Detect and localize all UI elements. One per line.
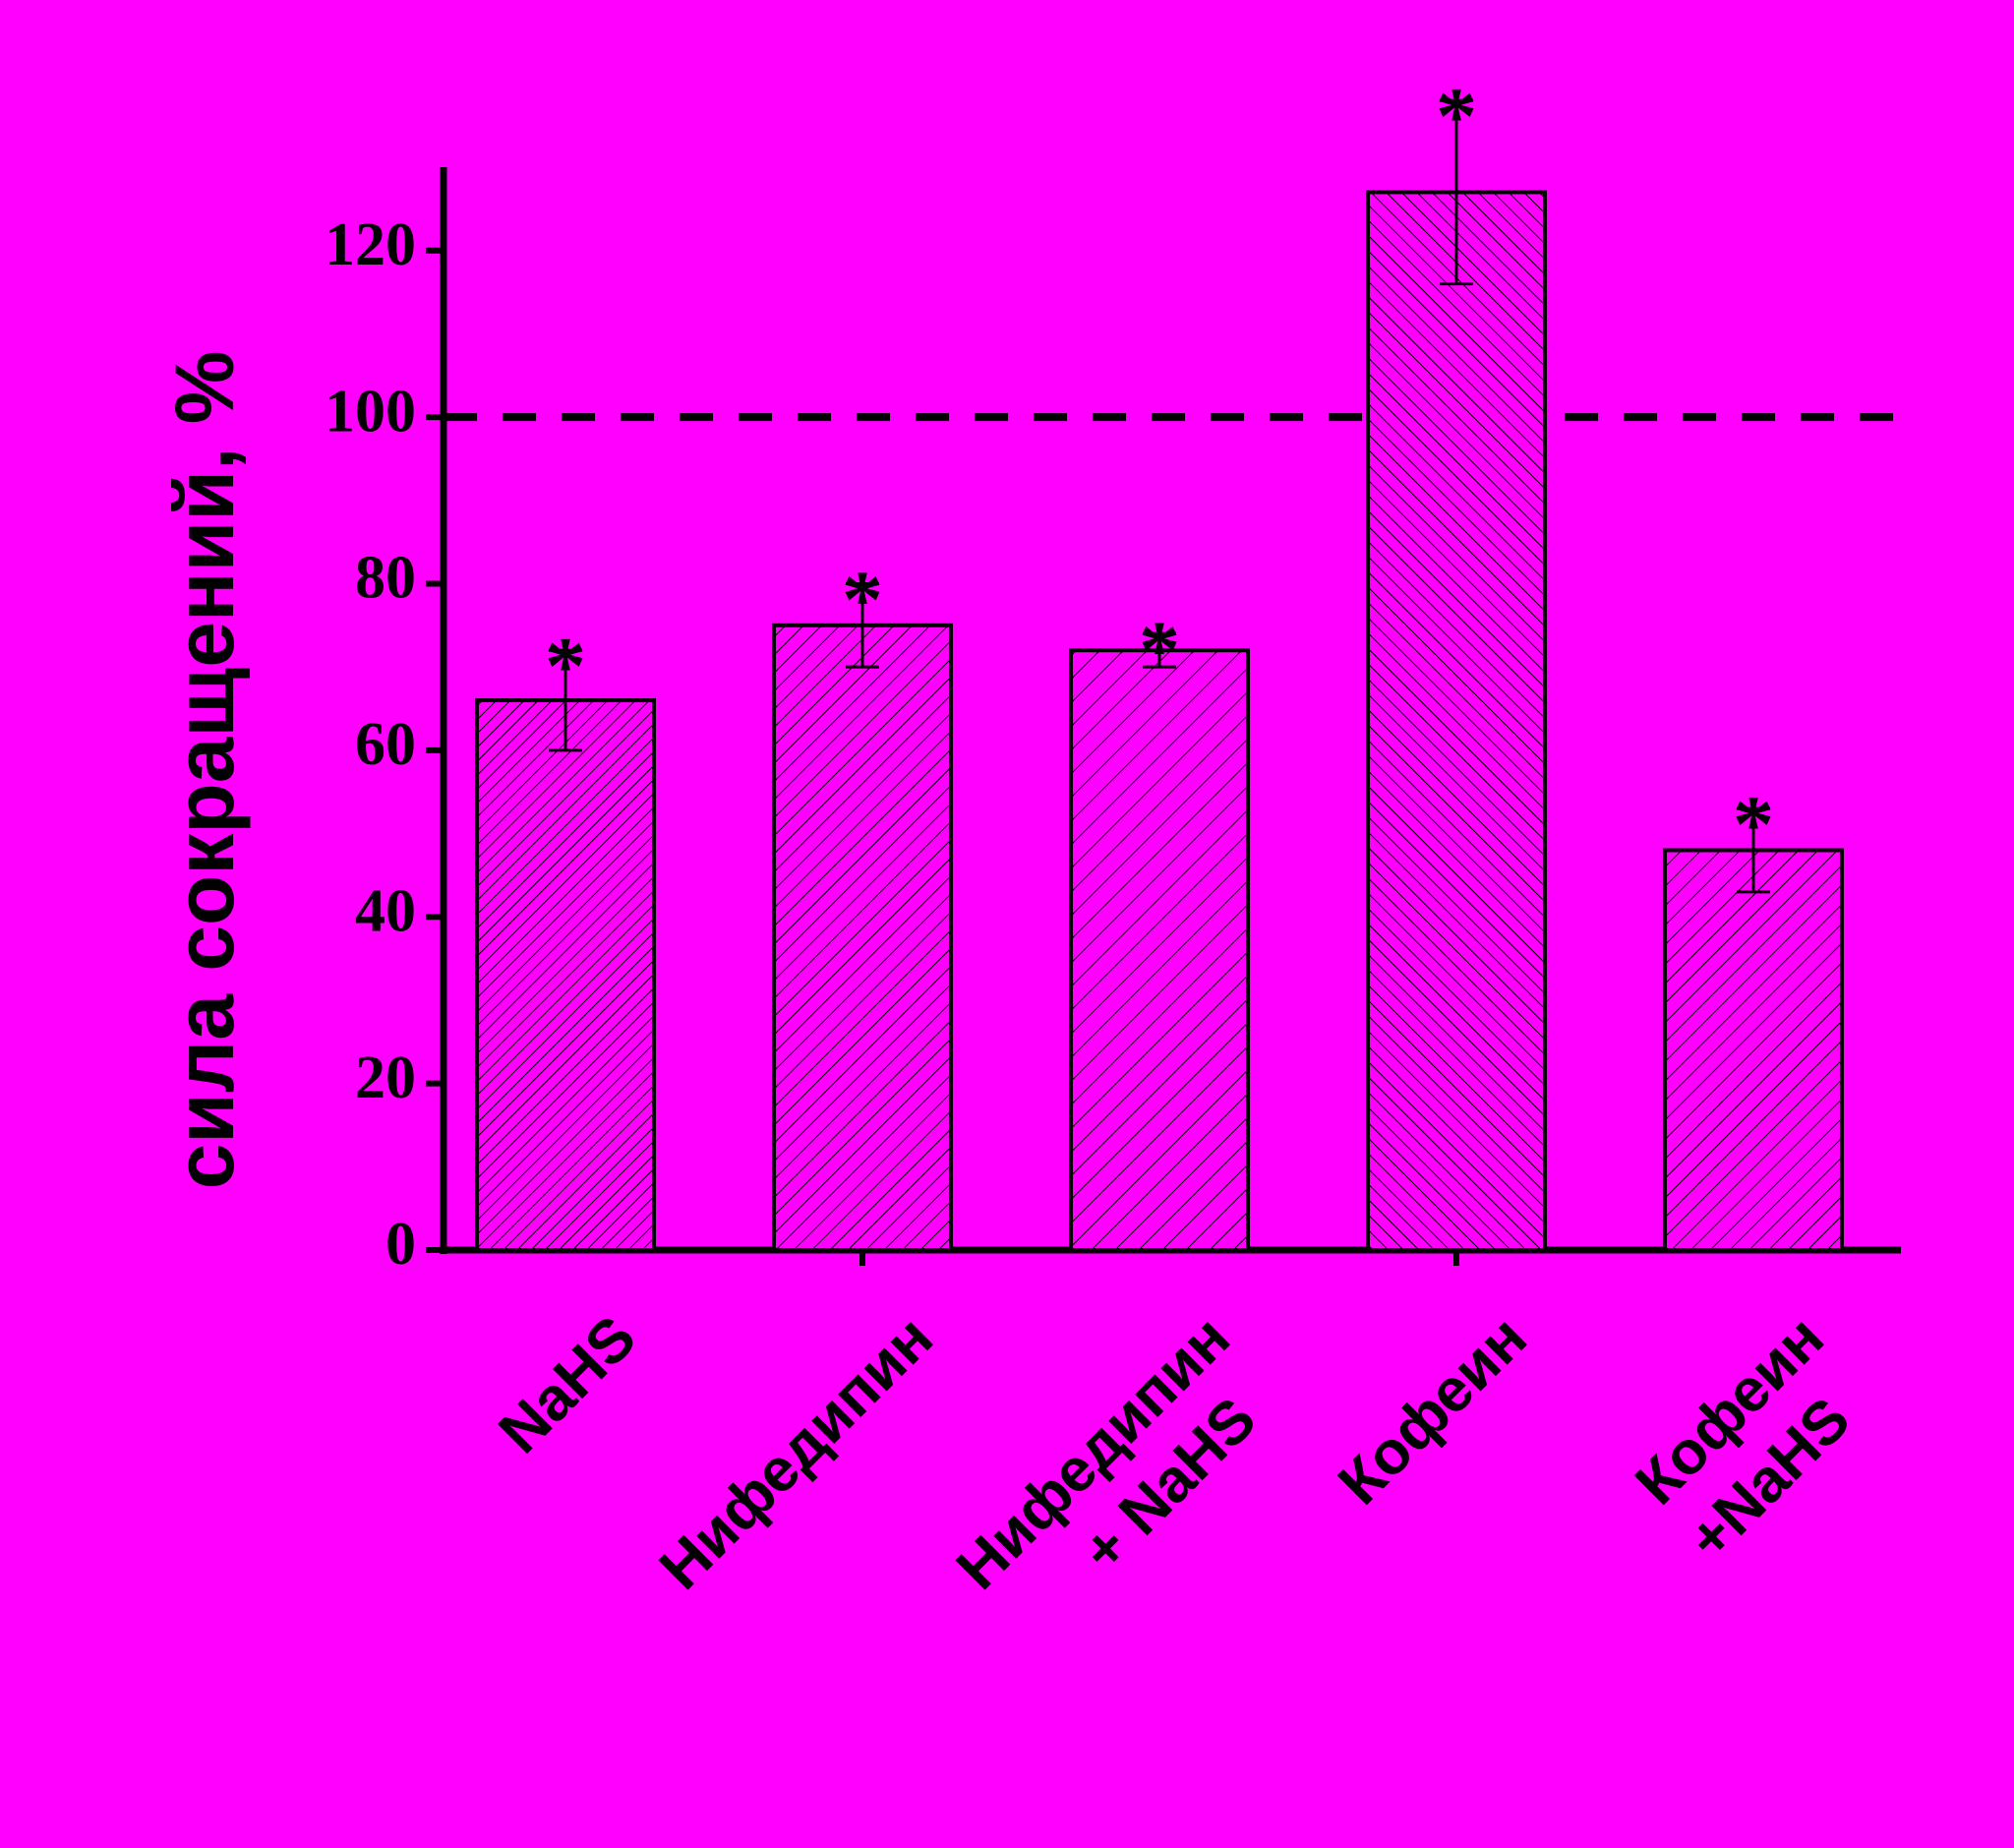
y-axis-label: сила сокращений, %	[158, 351, 251, 1190]
y-tick-label: 60	[355, 711, 416, 778]
error-bar	[1143, 631, 1176, 669]
significance-mark: *	[1733, 779, 1774, 870]
y-tick-label: 100	[325, 378, 416, 445]
y-tick-label: 80	[355, 545, 416, 612]
error-bar	[549, 648, 582, 752]
y-tick-label: 40	[355, 877, 416, 944]
significance-mark: *	[1139, 604, 1180, 695]
y-tick-label: 120	[325, 211, 416, 278]
significance-mark: *	[842, 554, 883, 645]
bar-hatch	[1366, 190, 1547, 1252]
y-tick-label: 20	[355, 1044, 416, 1111]
bar-hatch	[1663, 848, 1844, 1252]
bar-hatch	[772, 623, 953, 1252]
error-bar	[1737, 806, 1770, 894]
significance-mark: *	[1436, 71, 1477, 162]
y-tick-label: 0	[385, 1211, 416, 1278]
error-bar	[1440, 98, 1473, 286]
significance-mark: *	[545, 621, 586, 712]
error-bar	[846, 581, 879, 669]
bar-hatch	[1069, 648, 1250, 1252]
bar-hatch	[475, 698, 656, 1252]
